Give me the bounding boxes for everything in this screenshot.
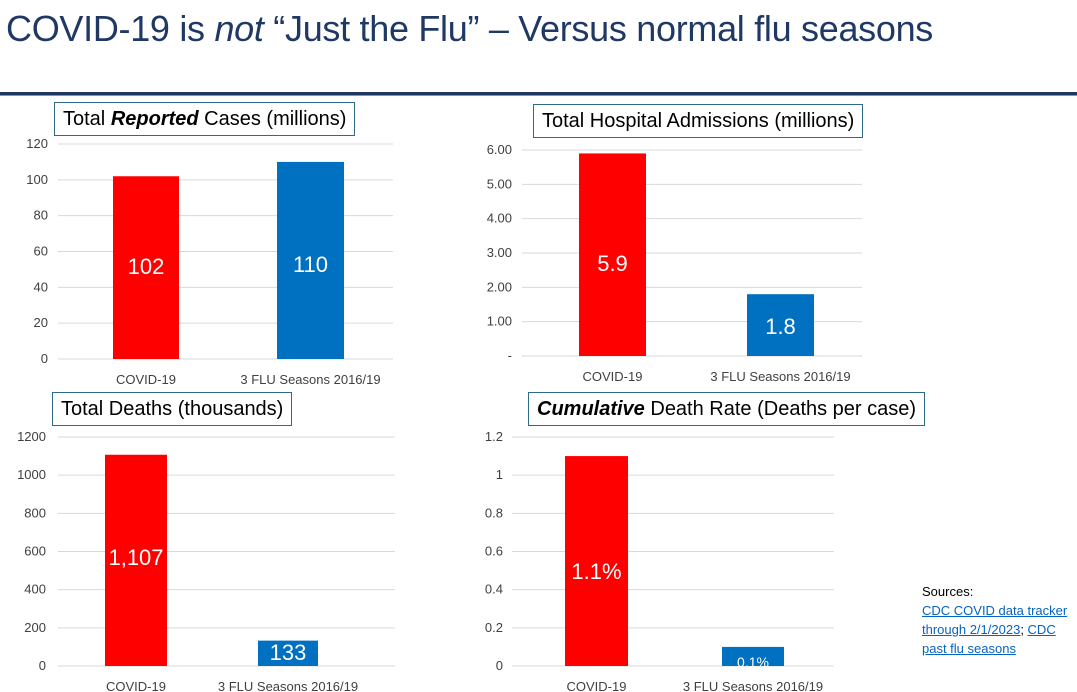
y-tick-label: 0: [496, 658, 503, 673]
y-tick-label: 0.6: [485, 544, 503, 559]
slide-title: COVID-19 is not “Just the Flu” – Versus …: [6, 8, 933, 50]
y-tick-label: 1.00: [487, 314, 512, 329]
y-tick-label: 20: [34, 315, 48, 330]
chart-title-hospital-admissions: Total Hospital Admissions (millions): [533, 104, 864, 138]
bar-flu: [747, 294, 814, 356]
title-emphasis: not: [214, 8, 264, 49]
y-tick-label: 0: [39, 658, 46, 673]
x-category-label: 3 FLU Seasons 2016/19: [240, 372, 380, 387]
sources-line1: CDC COVID data tracker: [922, 601, 1067, 620]
title-divider-accent: [0, 95, 1077, 96]
y-tick-label: 0.8: [485, 505, 503, 520]
x-category-label: 3 FLU Seasons 2016/19: [710, 369, 850, 384]
y-tick-label: 1.2: [485, 429, 503, 444]
sources-note: Sources: CDC COVID data tracker through …: [922, 582, 1067, 658]
data-label: 1.1%: [571, 559, 621, 584]
y-tick-label: 600: [24, 544, 46, 559]
sources-label: Sources:: [922, 584, 974, 599]
cdc-flu-seasons-link-cont[interactable]: past flu seasons: [922, 641, 1016, 656]
sources-line3: past flu seasons: [922, 639, 1067, 658]
x-category-label: 3 FLU Seasons 2016/19: [218, 679, 358, 692]
x-category-label: COVID-19: [567, 679, 627, 692]
chart-title-pre: Total Hospital Admissions (millions): [542, 110, 855, 132]
title-divider: [0, 92, 1077, 95]
x-category-label: COVID-19: [116, 372, 176, 387]
chart-title-post: Cases (millions): [198, 108, 347, 130]
chart-title-emphasis: Cumulative: [537, 398, 645, 420]
data-label: 5.9: [597, 251, 628, 276]
bar-flu: [258, 640, 318, 666]
bar-covid: [579, 153, 646, 356]
data-label: 0.1%: [737, 654, 769, 670]
y-tick-label: 0: [41, 351, 48, 366]
y-tick-label: 1: [496, 467, 503, 482]
data-label: 1,107: [108, 545, 163, 570]
y-tick-label: 3.00: [487, 245, 512, 260]
data-label: 1.8: [765, 314, 796, 339]
y-tick-label: 2.00: [487, 279, 512, 294]
data-label: 110: [293, 252, 328, 277]
y-tick-label: 120: [26, 136, 48, 151]
sources-separator: ;: [1020, 622, 1028, 637]
y-tick-label: 1000: [17, 467, 46, 482]
data-label: 133: [270, 640, 307, 665]
y-tick-label: 40: [34, 279, 48, 294]
y-tick-label: 0.4: [485, 582, 503, 597]
chart-title-death-rate: Cumulative Death Rate (Deaths per case): [528, 392, 926, 426]
y-tick-label: 400: [24, 582, 46, 597]
title-part2: “Just the Flu” – Versus normal flu seaso…: [263, 8, 934, 49]
y-tick-label: 200: [24, 620, 46, 635]
data-label: 102: [128, 254, 165, 279]
x-category-label: 3 FLU Seasons 2016/19: [683, 679, 823, 692]
x-category-label: COVID-19: [583, 369, 643, 384]
sources-line2: through 2/1/2023; CDC: [922, 620, 1067, 639]
chart-title-total-deaths: Total Deaths (thousands): [52, 392, 293, 426]
chart-title-post: Death Rate (Deaths per case): [644, 398, 917, 420]
y-tick-label: 6.00: [487, 142, 512, 157]
y-tick-label: 4.00: [487, 211, 512, 226]
cdc-covid-tracker-link[interactable]: CDC COVID data tracker: [922, 603, 1068, 618]
y-tick-label: 100: [26, 172, 48, 187]
bar-covid: [565, 456, 628, 666]
bar-covid: [113, 176, 179, 359]
x-category-label: COVID-19: [106, 679, 166, 692]
bar-covid: [105, 454, 167, 666]
bar-flu: [722, 646, 784, 666]
chart-title-reported-cases: Total Reported Cases (millions): [54, 102, 356, 136]
bar-flu: [277, 161, 344, 359]
title-part1: COVID-19 is: [6, 8, 215, 49]
y-tick-label: 0.2: [485, 620, 503, 635]
chart-title-pre: Total Deaths (thousands): [61, 398, 284, 420]
y-tick-label: 60: [34, 244, 48, 259]
cdc-covid-tracker-link-cont[interactable]: through 2/1/2023: [922, 622, 1021, 637]
chart-title-pre: Total: [63, 108, 111, 130]
cdc-flu-seasons-link[interactable]: CDC: [1027, 622, 1056, 637]
y-tick-label: 800: [24, 505, 46, 520]
y-tick-label: 5.00: [487, 176, 512, 191]
chart-title-emphasis: Reported: [110, 108, 199, 130]
y-tick-label: 80: [34, 208, 48, 223]
y-tick-label: -: [508, 348, 512, 363]
y-tick-label: 1200: [17, 429, 46, 444]
